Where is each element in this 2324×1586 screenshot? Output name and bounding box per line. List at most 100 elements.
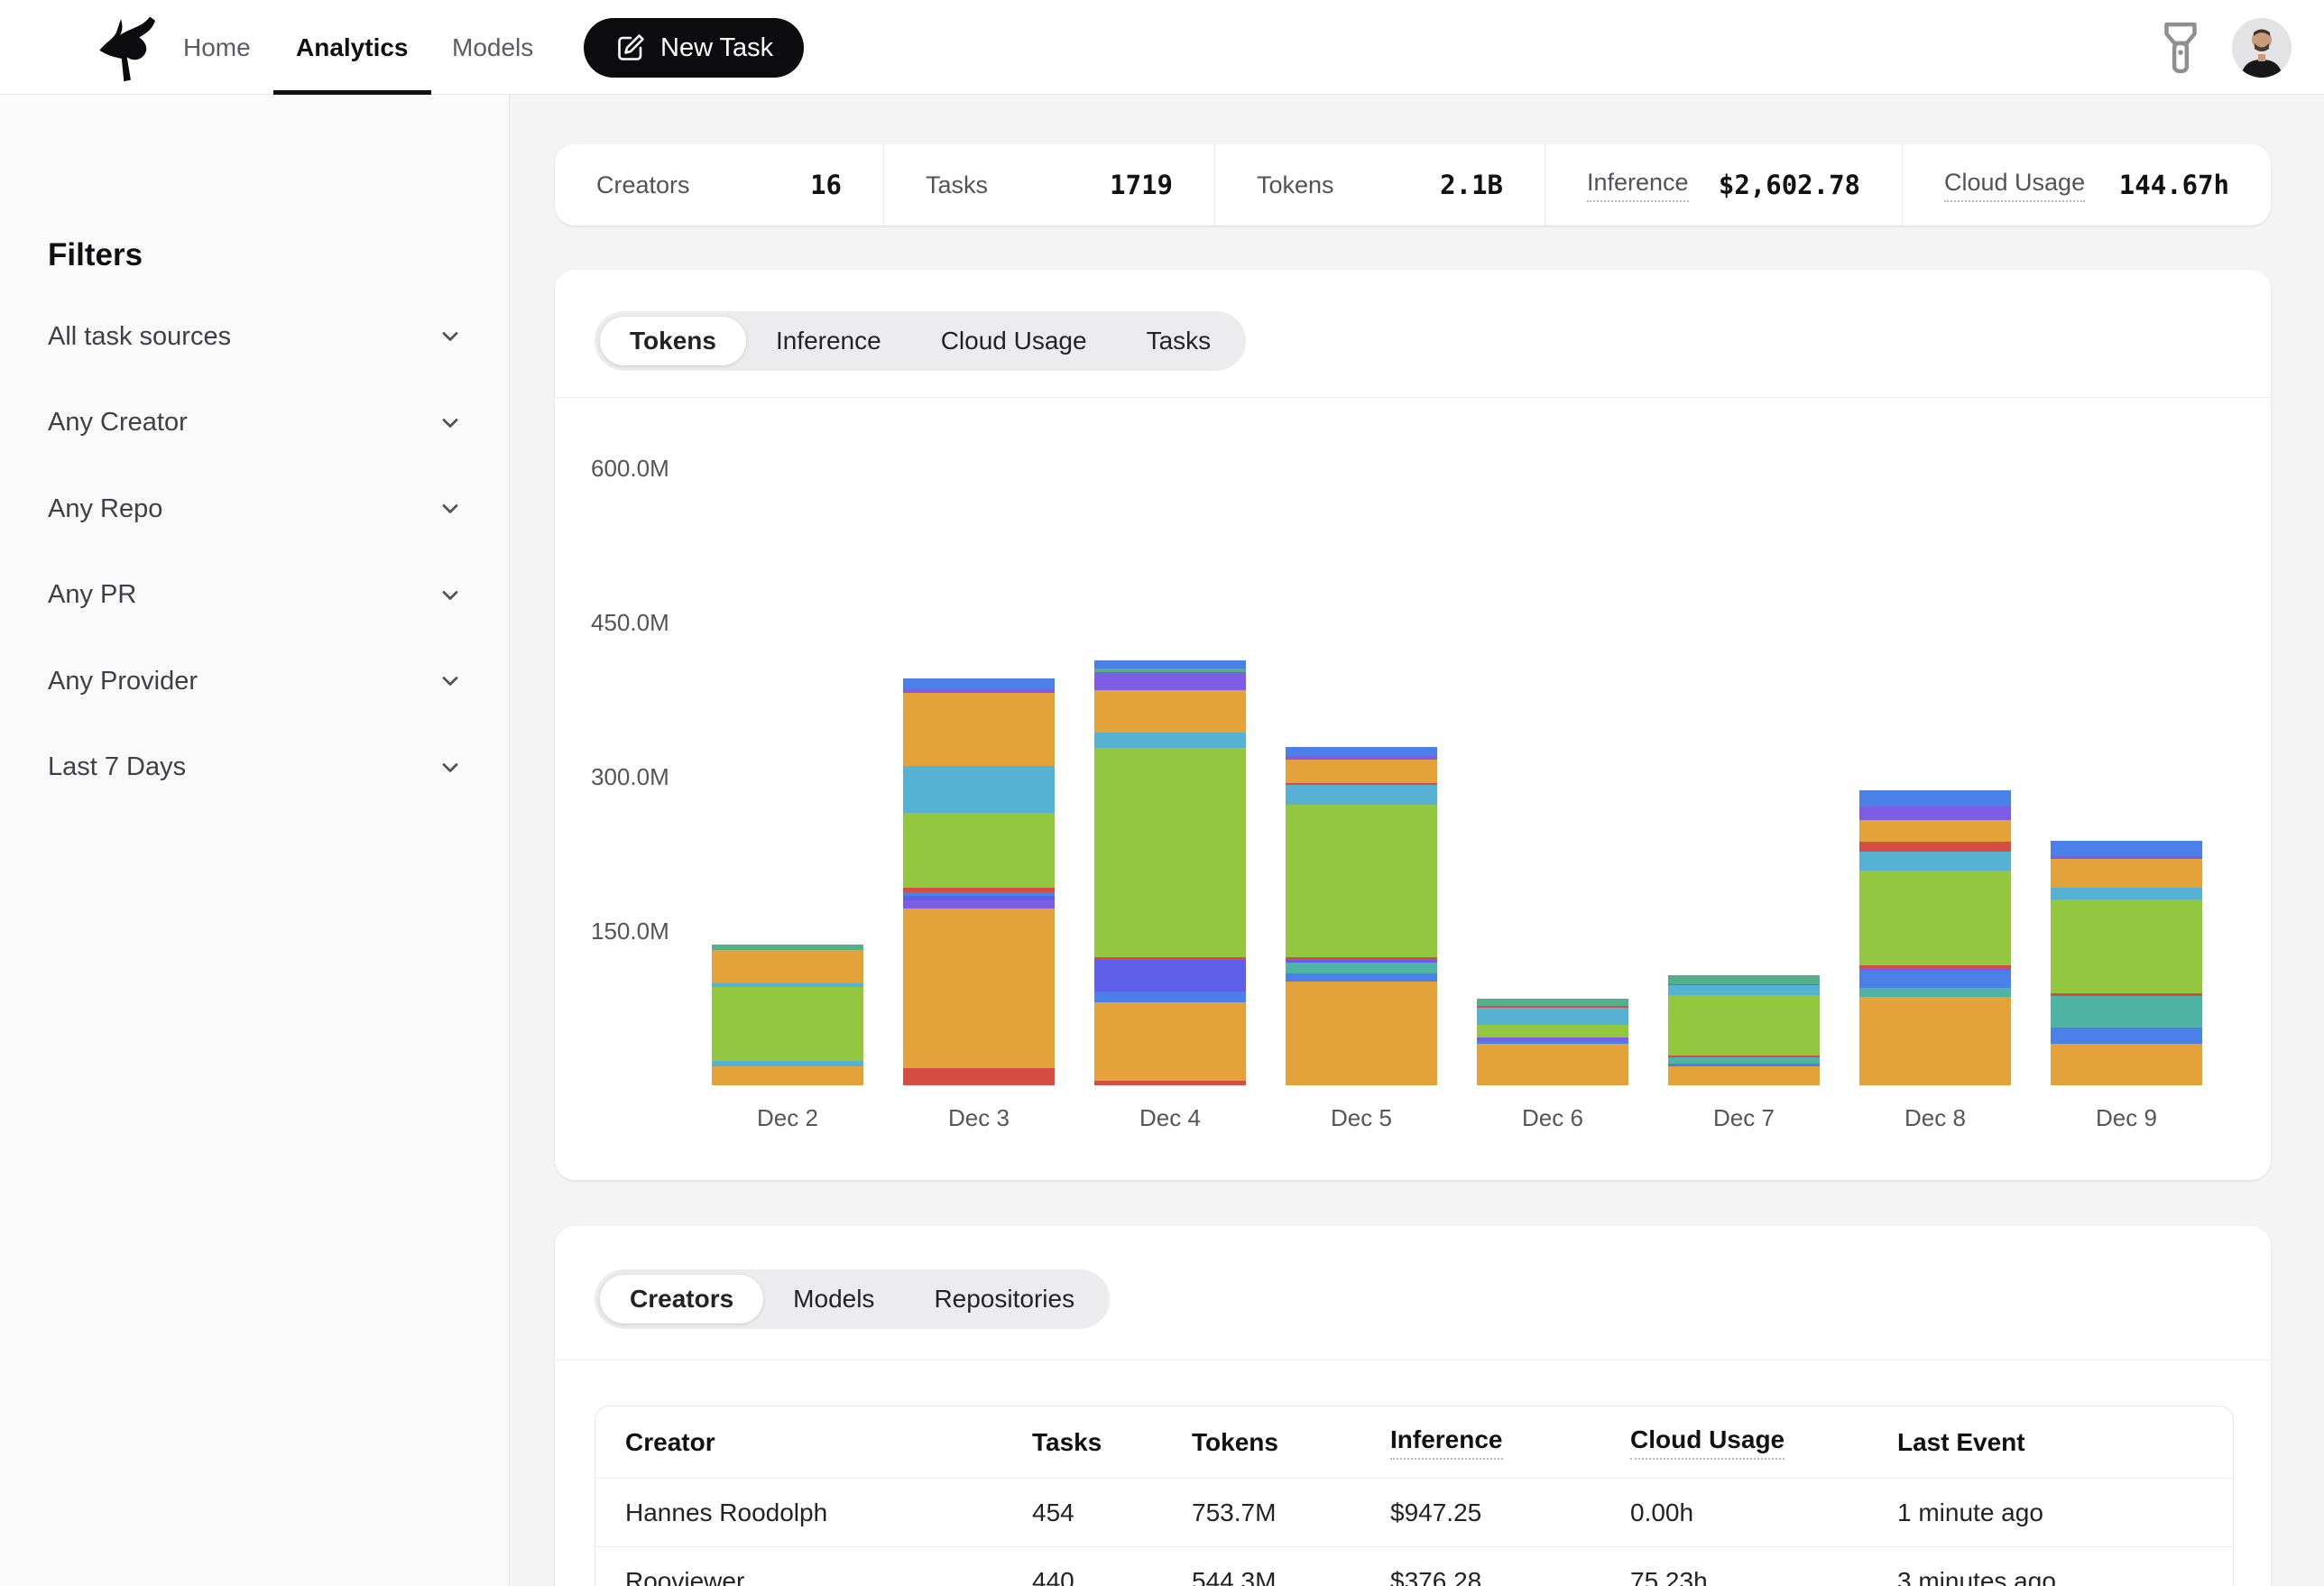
filter-dropdown-any-pr[interactable]: Any PR	[48, 564, 463, 627]
stat-label[interactable]: Cloud Usage	[1944, 169, 2086, 202]
filter-dropdown-all-task-sources[interactable]: All task sources	[48, 305, 463, 368]
cell-cloud-usage: 0.00h	[1630, 1498, 1694, 1526]
cell-tokens: 544.3M	[1192, 1567, 1277, 1586]
stats-summary-card: Creators 16 Tasks 1719 Tokens 2.1B Inference $2…	[555, 144, 2271, 226]
bar-segment-purple	[1859, 807, 2011, 820]
x-axis-label-dec-8: Dec 8	[1904, 1104, 1966, 1131]
column-header-inference[interactable]: Inference	[1390, 1425, 1503, 1460]
table-tab-repositories[interactable]: Repositories	[934, 1285, 1075, 1313]
table-tab-creators[interactable]: Creators	[600, 1275, 764, 1323]
bar-dec-6[interactable]	[1477, 998, 1628, 1085]
x-axis-label-dec-2: Dec 2	[757, 1104, 818, 1131]
bar-segment-orange	[712, 1066, 863, 1085]
bar-segment-blue	[1477, 1039, 1628, 1045]
bar-dec-4[interactable]	[1094, 660, 1246, 1085]
bar-dec-8[interactable]	[1859, 789, 2011, 1085]
bar-segment-purple	[1094, 671, 1246, 691]
nav-item-models[interactable]: Models	[452, 32, 534, 61]
bar-dec-3[interactable]	[903, 678, 1055, 1085]
bar-segment-purple	[2051, 855, 2202, 859]
chart-tab-tasks[interactable]: Tasks	[1146, 327, 1212, 355]
bar-segment-blue	[1668, 1063, 1820, 1067]
bar-segment-cyan	[712, 1060, 863, 1067]
bar-segment-orange	[712, 950, 863, 983]
filter-label: Any Repo	[48, 493, 163, 523]
chevron-down-icon	[442, 332, 458, 341]
x-axis-label-dec-3: Dec 3	[948, 1104, 1010, 1131]
bar-segment-seagreen	[1859, 987, 2011, 997]
bar-segment-seagreen	[1668, 1056, 1820, 1064]
bar-segment-purple	[1859, 967, 2011, 972]
filter-dropdown-last-7-days[interactable]: Last 7 Days	[48, 736, 463, 799]
stat-label[interactable]: Inference	[1587, 169, 1689, 202]
bar-segment-teal	[712, 945, 863, 951]
bar-segment-blue	[1859, 789, 2011, 807]
bar-segment-green	[1859, 870, 2011, 965]
y-axis-tick-150.0M: 150.0M	[591, 917, 669, 945]
chevron-down-icon	[442, 504, 458, 513]
bar-segment-indigo	[1286, 959, 1437, 964]
bar-dec-9[interactable]	[2051, 840, 2202, 1085]
bar-segment-red	[903, 888, 1055, 892]
filter-label: Any PR	[48, 580, 137, 609]
bar-dec-7[interactable]	[1668, 974, 1820, 1085]
kangaroo-logo-icon[interactable]	[86, 14, 185, 83]
table-tab-models[interactable]: Models	[793, 1285, 875, 1313]
cell-last-event: 1 minute ago	[1897, 1498, 2043, 1526]
filter-dropdown-any-provider[interactable]: Any Provider	[48, 650, 463, 713]
chart-tab-tokens[interactable]: Tokens	[600, 317, 746, 365]
bar-segment-orange	[1094, 690, 1246, 733]
bar-segment-green	[1286, 804, 1437, 957]
chevron-down-icon	[442, 590, 458, 600]
chart-tab-inference[interactable]: Inference	[775, 327, 881, 355]
bar-segment-cyan	[1286, 785, 1437, 805]
cell-tasks: 454	[1032, 1498, 1074, 1526]
bar-segment-red	[1094, 956, 1246, 960]
bar-segment-cyan	[1668, 985, 1820, 995]
chart-tab-cloud-usage[interactable]: Cloud Usage	[940, 327, 1087, 355]
user-avatar[interactable]	[2232, 17, 2292, 78]
stat-value: 2.1B	[1440, 170, 1503, 200]
y-axis-tick-600.0M: 600.0M	[591, 455, 669, 482]
bar-segment-orange	[903, 692, 1055, 766]
table-row-hannes-roodolph[interactable]: Hannes Roodolph 454 753.7M $947.25 0.00h 1 mi…	[595, 1479, 2233, 1547]
flashlight-icon[interactable]	[2160, 20, 2201, 76]
stat-label: Creators	[596, 171, 690, 198]
bar-segment-indigo	[903, 896, 1055, 900]
chart-metric-tabs: Tokens Inference Cloud Usage Tasks	[595, 311, 1247, 371]
bar-segment-orange	[2051, 1044, 2202, 1085]
bar-segment-blue	[903, 891, 1055, 897]
filter-dropdown-any-repo[interactable]: Any Repo	[48, 477, 463, 540]
bar-segment-purple	[903, 899, 1055, 908]
bar-segment-orange	[903, 908, 1055, 1068]
new-task-button[interactable]: New Task	[584, 18, 805, 78]
nav-item-analytics[interactable]: Analytics	[273, 0, 431, 95]
stat-inference: Inference $2,602.78	[1545, 144, 1903, 226]
bar-segment-orange	[1859, 819, 2011, 842]
bar-segment-green	[712, 986, 863, 1061]
table-row-rooviewer[interactable]: Rooviewer 440 544.3M $376.28 75.23h 3 minutes…	[595, 1547, 2233, 1586]
cell-tasks: 440	[1032, 1567, 1074, 1586]
x-axis-label-dec-7: Dec 7	[1713, 1104, 1775, 1131]
bar-segment-orange	[1286, 759, 1437, 783]
nav-item-home[interactable]: Home	[183, 32, 251, 61]
filter-dropdown-any-creator[interactable]: Any Creator	[48, 392, 463, 455]
bar-segment-red	[1668, 1055, 1820, 1057]
x-axis-label-dec-9: Dec 9	[2096, 1104, 2157, 1131]
bar-segment-red	[903, 1067, 1055, 1085]
chevron-down-icon	[442, 677, 458, 686]
bar-dec-2[interactable]	[712, 945, 863, 1085]
column-header-cloud-usage[interactable]: Cloud Usage	[1630, 1425, 1785, 1460]
bar-segment-blue	[2051, 840, 2202, 856]
filter-label: Any Provider	[48, 666, 198, 696]
stat-tokens: Tokens 2.1B	[1215, 144, 1545, 226]
breakdown-tabs: Creators Models Repositories	[595, 1269, 1111, 1329]
stat-tasks: Tasks 1719	[884, 144, 1215, 226]
bar-segment-orange	[1668, 1066, 1820, 1085]
filters-sidebar: Filters All task sources Any Creator Any R…	[0, 95, 510, 1586]
bar-dec-5[interactable]	[1286, 747, 1437, 1085]
bar-segment-blue	[903, 678, 1055, 690]
column-header-tokens: Tokens	[1192, 1427, 1278, 1456]
filters-title: Filters	[48, 237, 143, 272]
stat-value: $2,602.78	[1718, 170, 1860, 200]
